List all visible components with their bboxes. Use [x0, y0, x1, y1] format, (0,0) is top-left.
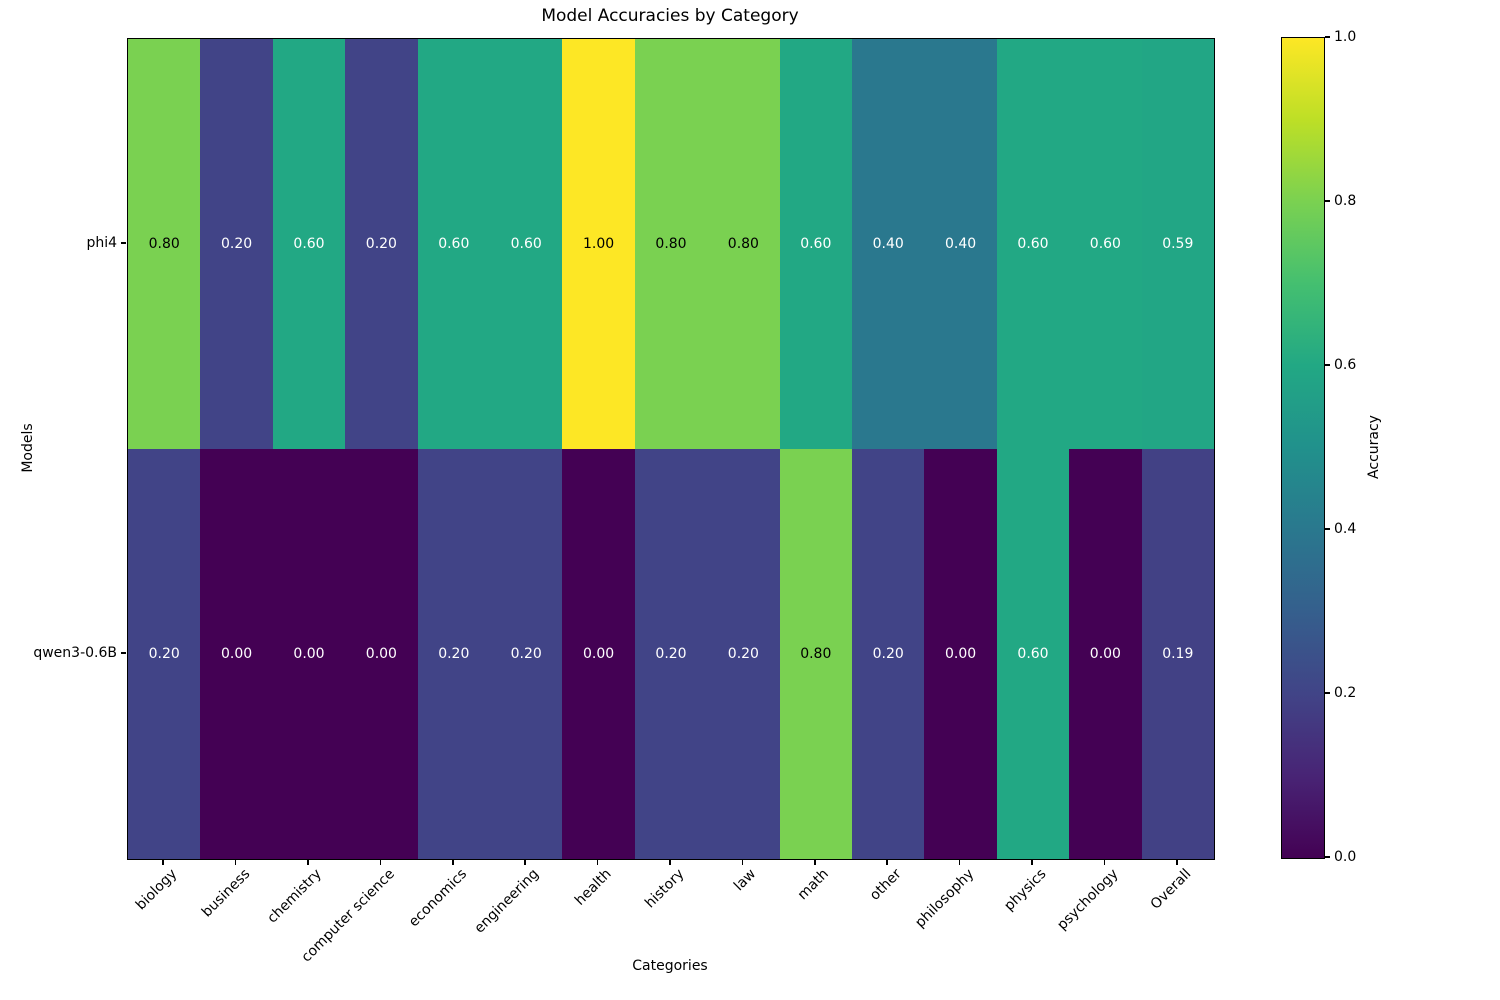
x-tick-mark: [1031, 859, 1033, 865]
heatmap-cell: 0.20: [345, 39, 418, 449]
heatmap-cell: 0.59: [1141, 39, 1214, 449]
heatmap-cell: 0.60: [779, 39, 852, 449]
x-tick-mark: [741, 859, 744, 865]
x-tick-label: other: [866, 866, 905, 904]
heatmap-cell: 0.60: [272, 39, 346, 449]
heatmap-cell: 0.20: [128, 449, 201, 859]
x-tick-label: law: [731, 866, 760, 895]
x-tick-mark: [452, 859, 454, 865]
heatmap-cell: 0.20: [634, 449, 708, 859]
heatmap-cell: 0.20: [200, 39, 273, 449]
x-tick-label: Overall: [1147, 866, 1195, 913]
colorbar-tick-mark: [1324, 692, 1330, 694]
colorbar-tick-mark: [1324, 200, 1330, 202]
x-tick-label: chemistry: [264, 866, 326, 927]
colorbar-tick-label: 0.6: [1334, 357, 1357, 373]
heatmap-cell: 0.00: [200, 449, 273, 859]
heatmap-cell: 0.60: [417, 39, 490, 449]
heatmap-cell: 0.00: [562, 449, 635, 859]
colorbar-tick-label: 0.0: [1334, 849, 1357, 865]
colorbar-label: Accuracy: [1366, 415, 1382, 479]
heatmap-cell: 0.40: [924, 39, 997, 449]
chart-title: Model Accuracies by Category: [541, 6, 799, 26]
heatmap-cell: 0.60: [996, 449, 1070, 859]
heatmap-cell: 0.80: [707, 39, 780, 449]
x-tick-mark: [234, 859, 237, 865]
x-tick-mark: [379, 859, 382, 865]
x-tick-mark: [886, 859, 888, 865]
x-tick-label: business: [198, 866, 253, 921]
colorbar-tick-label: 0.8: [1334, 193, 1357, 209]
x-tick-label: economics: [405, 866, 471, 931]
x-tick-mark: [958, 859, 961, 865]
x-tick-mark: [524, 859, 526, 865]
heatmap-cell: 0.19: [1141, 449, 1214, 859]
heatmap-cell: 0.00: [345, 449, 418, 859]
x-tick-mark: [669, 859, 671, 865]
heatmap-cell: 0.00: [924, 449, 997, 859]
heatmap-cell: 0.20: [852, 449, 925, 859]
x-tick-mark: [1103, 859, 1106, 865]
heatmap-cell: 0.80: [634, 39, 708, 449]
colorbar-tick-mark: [1324, 856, 1330, 858]
y-tick-mark: [120, 242, 126, 244]
heatmap-cell: 0.60: [996, 39, 1070, 449]
x-tick-label: physics: [1001, 866, 1050, 915]
colorbar-tick-label: 0.2: [1334, 685, 1357, 701]
x-tick-mark: [1176, 859, 1178, 865]
x-tick-label: philosophy: [911, 866, 977, 932]
heatmap-cell: 1.00: [562, 39, 635, 449]
colorbar-tick-label: 0.4: [1334, 521, 1357, 537]
heatmap-cell: 0.20: [707, 449, 780, 859]
y-tick-label: phi4: [86, 235, 117, 251]
heatmap-cell: 0.20: [417, 449, 490, 859]
x-tick-mark: [596, 859, 599, 865]
colorbar-tick-mark: [1324, 364, 1330, 366]
heatmap-cell: 0.60: [490, 39, 563, 449]
x-tick-label: biology: [133, 866, 181, 914]
x-axis-label: Categories: [632, 958, 708, 974]
heatmap-cell: 0.80: [128, 39, 201, 449]
x-tick-mark: [814, 859, 816, 865]
x-tick-label: engineering: [471, 866, 543, 937]
y-tick-label: qwen3-0.6B: [33, 645, 117, 661]
heatmap-cell: 0.40: [852, 39, 925, 449]
x-tick-mark: [307, 859, 309, 865]
colorbar-tick-label: 1.0: [1334, 29, 1357, 45]
x-tick-label: psychology: [1054, 866, 1122, 934]
colorbar-tick-mark: [1324, 36, 1330, 38]
x-tick-label: math: [794, 866, 833, 904]
heatmap-cell: 0.60: [1069, 39, 1142, 449]
colorbar: [1281, 37, 1325, 859]
heatmap-cell: 0.80: [779, 449, 852, 859]
colorbar-tick-mark: [1324, 528, 1330, 530]
heatmap-cell: 0.00: [1069, 449, 1142, 859]
y-axis-label: Models: [20, 423, 36, 473]
x-tick-label: history: [641, 866, 688, 912]
x-tick-mark: [162, 859, 164, 865]
heatmap-cell: 0.20: [490, 449, 563, 859]
x-tick-label: health: [572, 866, 615, 909]
y-tick-mark: [120, 652, 126, 654]
heatmap-cell: 0.00: [272, 449, 346, 859]
heatmap-grid: 0.80 0.20 0.60 0.20 0.60 0.60 1.00 0.80 0.80 0.60…: [127, 38, 1215, 860]
